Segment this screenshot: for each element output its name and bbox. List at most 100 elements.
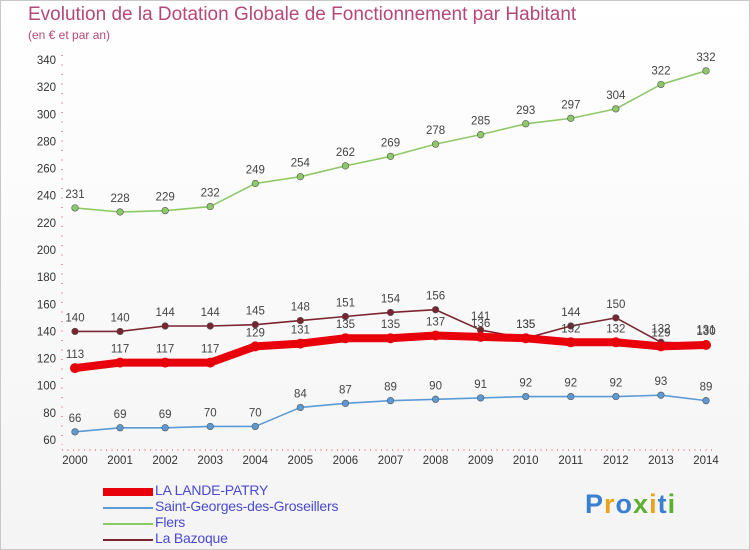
y-tick-label: 340 (37, 55, 56, 67)
y-tick-label: 200 (37, 245, 56, 257)
data-label: 254 (291, 158, 311, 170)
data-point (341, 162, 350, 170)
data-label: 117 (201, 344, 219, 356)
data-label: 140 (65, 312, 84, 324)
data-point (567, 392, 575, 401)
data-label: 135 (336, 319, 355, 331)
data-label: 231 (65, 189, 84, 201)
data-point (206, 422, 214, 431)
data-point (612, 392, 620, 401)
data-point (477, 131, 485, 139)
data-label: 70 (249, 407, 262, 419)
data-label: 332 (696, 52, 715, 64)
legend-swatch (103, 539, 153, 541)
data-point (71, 204, 79, 212)
data-label: 117 (156, 344, 174, 356)
x-tick-label: 2003 (197, 455, 223, 467)
data-point (70, 363, 80, 374)
data-label: 141 (471, 311, 490, 323)
data-point (702, 397, 710, 405)
data-label: 70 (204, 407, 217, 419)
legend-swatch (103, 488, 153, 496)
y-tick-label: 240 (37, 191, 56, 203)
data-label: 151 (336, 298, 355, 310)
data-label: 132 (651, 323, 670, 335)
data-point (160, 357, 171, 368)
data-label: 90 (429, 380, 442, 392)
data-point (161, 322, 169, 330)
x-tick-label: 2013 (648, 455, 674, 467)
y-tick-label: 260 (37, 164, 56, 176)
data-point (116, 327, 124, 336)
proxiti-logo: Proxiti (585, 489, 677, 519)
data-point (386, 308, 395, 317)
data-point (386, 397, 395, 405)
data-point (430, 330, 441, 341)
legend-label: La Bazoque (155, 530, 228, 546)
x-tick-label: 2012 (603, 455, 629, 467)
data-point (657, 80, 665, 89)
data-point (205, 357, 216, 368)
data-label: 135 (516, 319, 535, 331)
data-label: 132 (606, 323, 625, 335)
data-point (295, 338, 306, 349)
data-point (612, 314, 620, 322)
data-point (477, 394, 485, 402)
x-tick-label: 2008 (423, 455, 449, 467)
line-chart: 60 80 100 120 140 160 180 200 220 240 260 280 300 320… (37, 52, 720, 467)
x-tick-label: 2014 (693, 455, 719, 467)
legend-label: LA LANDE-PATRY (155, 482, 269, 498)
data-label: 154 (381, 293, 401, 305)
data-label: 148 (291, 302, 310, 314)
data-point (341, 312, 350, 321)
y-tick-label: 280 (37, 136, 56, 148)
data-point (161, 207, 169, 215)
data-label: 129 (246, 327, 265, 339)
x-tick-label: 2001 (107, 455, 133, 467)
data-label: 262 (336, 147, 355, 159)
data-label: 117 (111, 344, 129, 356)
data-label: 69 (159, 409, 172, 421)
data-label: 69 (114, 409, 127, 421)
chart-subtitle: (en € et par an) (28, 28, 111, 42)
y-tick-label: 120 (37, 354, 56, 366)
data-point (431, 395, 440, 403)
data-point (206, 202, 214, 211)
data-label: 113 (66, 349, 84, 361)
data-point (251, 422, 259, 431)
data-label: 249 (246, 165, 265, 177)
y-tick-label: 160 (37, 299, 56, 311)
data-label: 293 (516, 105, 535, 117)
legend-label: Saint-Georges-des-Groseillers (155, 498, 339, 514)
data-label: 130 (696, 326, 715, 338)
data-label: 89 (700, 382, 713, 394)
data-label: 84 (294, 388, 307, 400)
x-tick-label: 2006 (333, 455, 359, 467)
data-point (386, 152, 395, 160)
x-tick-label: 2002 (152, 455, 178, 467)
data-label: 92 (519, 378, 532, 390)
data-point (565, 337, 576, 348)
data-point (296, 173, 304, 181)
data-point (115, 357, 126, 368)
data-label: 92 (609, 378, 622, 390)
data-label: 304 (606, 90, 626, 102)
data-label: 131 (291, 325, 310, 337)
data-label: 92 (564, 378, 577, 390)
data-label: 232 (201, 188, 220, 200)
y-tick-label: 180 (37, 272, 56, 284)
data-point (522, 120, 530, 128)
x-tick-label: 2000 (62, 455, 88, 467)
data-label: 144 (156, 307, 176, 319)
data-point (702, 67, 710, 75)
data-label: 145 (246, 306, 265, 318)
data-point (296, 316, 304, 325)
y-tick-label: 320 (37, 82, 56, 94)
y-tick-label: 140 (37, 326, 56, 338)
y-tick-label: 300 (37, 109, 56, 121)
x-tick-label: 2009 (468, 455, 494, 467)
chart-series (70, 67, 711, 436)
data-label: 66 (69, 413, 82, 425)
data-label: 91 (474, 379, 487, 391)
data-label: 297 (561, 99, 580, 111)
